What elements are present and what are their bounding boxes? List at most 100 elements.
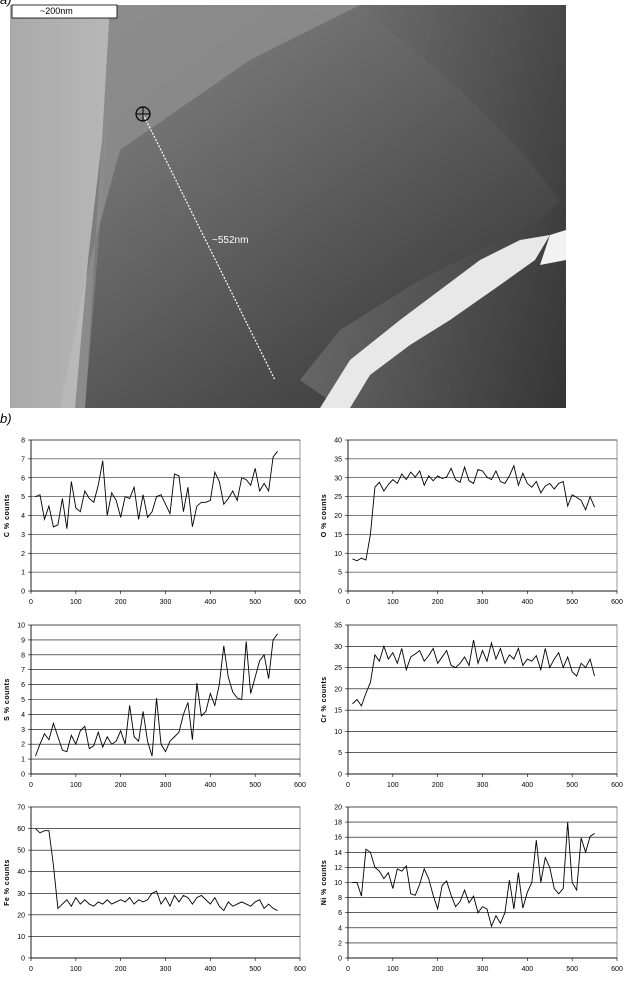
x-tick-label: 400	[521, 782, 533, 789]
bright-streak-end	[540, 230, 566, 265]
x-tick-label: 0	[29, 966, 33, 973]
x-tick-label: 200	[432, 599, 444, 606]
data-line	[35, 828, 278, 912]
y-tick-label: 15	[334, 708, 342, 715]
x-tick-label: 200	[115, 599, 127, 606]
x-tick-label: 200	[115, 782, 127, 789]
upper-region	[60, 5, 360, 408]
line-chart: 0 1 2 3 4 5 6 7 8 0 100 200 300 400 500 600 C % counts	[4, 438, 306, 607]
y-tick-label: 4	[338, 925, 342, 932]
oxide-film	[300, 5, 566, 408]
y-tick-label: 7	[21, 667, 25, 674]
bright-edge	[10, 5, 110, 408]
y-tick-label: 50	[17, 848, 25, 855]
x-tick-label: 500	[566, 966, 578, 973]
y-tick-label: 20	[334, 805, 342, 812]
y-tick-label: 20	[334, 513, 342, 520]
y-tick-label: 14	[334, 850, 342, 857]
y-tick-label: 10	[334, 551, 342, 558]
y-tick-label: 3	[21, 532, 25, 539]
y-tick-label: 12	[334, 865, 342, 872]
y-tick-label: 9	[21, 637, 25, 644]
x-tick-label: 0	[29, 782, 33, 789]
plot-area	[30, 806, 301, 959]
y-tick-label: 6	[21, 475, 25, 482]
x-tick-label: 0	[346, 782, 350, 789]
x-tick-label: 0	[29, 599, 33, 606]
y-axis-label: Fe % counts	[4, 859, 11, 906]
x-tick-label: 400	[204, 782, 216, 789]
x-tick-label: 300	[160, 599, 172, 606]
x-tick-label: 200	[432, 966, 444, 973]
y-tick-label: 7	[21, 456, 25, 463]
y-tick-label: 40	[17, 869, 25, 876]
bright-streak	[320, 235, 550, 408]
y-axis-label: O % counts	[321, 494, 328, 538]
x-tick-label: 500	[249, 599, 261, 606]
data-line	[35, 451, 278, 529]
y-tick-label: 1	[21, 757, 25, 764]
y-tick-label: 25	[334, 665, 342, 672]
y-tick-label: 8	[21, 438, 25, 445]
y-tick-label: 35	[334, 623, 342, 630]
panel-a-label: a)	[0, 0, 12, 7]
x-tick-label: 600	[294, 966, 306, 973]
y-axis-label: S % counts	[4, 678, 11, 721]
x-tick-label: 200	[432, 782, 444, 789]
x-tick-label: 500	[566, 599, 578, 606]
x-tick-label: 600	[611, 782, 623, 789]
y-tick-label: 0	[21, 956, 25, 963]
y-tick-label: 0	[338, 589, 342, 596]
y-tick-label: 6	[21, 682, 25, 689]
data-line	[352, 464, 595, 562]
y-tick-label: 4	[21, 513, 25, 520]
x-tick-label: 100	[387, 782, 399, 789]
x-tick-label: 500	[249, 782, 261, 789]
y-tick-label: 0	[338, 772, 342, 779]
x-tick-label: 600	[294, 782, 306, 789]
plot-area	[347, 624, 618, 775]
y-tick-label: 30	[334, 644, 342, 651]
y-tick-label: 0	[21, 772, 25, 779]
y-tick-label: 6	[338, 910, 342, 917]
x-tick-label: 300	[160, 782, 172, 789]
x-tick-label: 400	[521, 966, 533, 973]
y-tick-label: 30	[334, 475, 342, 482]
y-tick-label: 10	[334, 729, 342, 736]
y-tick-label: 2	[338, 940, 342, 947]
micrograph: ~200nm ~552nm	[10, 4, 566, 408]
data-line	[352, 639, 596, 707]
y-tick-label: 2	[21, 742, 25, 749]
y-tick-label: 5	[21, 494, 25, 501]
y-tick-label: 16	[334, 835, 342, 842]
x-tick-label: 500	[566, 782, 578, 789]
x-tick-label: 500	[249, 966, 261, 973]
x-tick-label: 600	[294, 599, 306, 606]
scale-bar-label: ~200nm	[40, 6, 73, 16]
y-tick-label: 60	[17, 826, 25, 833]
y-axis-label: Ni % counts	[321, 860, 328, 906]
y-tick-label: 5	[338, 750, 342, 757]
x-tick-label: 300	[477, 599, 489, 606]
y-tick-label: 10	[17, 623, 25, 630]
x-tick-label: 300	[477, 782, 489, 789]
scale-bar-box	[11, 4, 118, 19]
x-tick-label: 100	[70, 782, 82, 789]
y-tick-label: 70	[17, 805, 25, 812]
y-tick-label: 0	[338, 956, 342, 963]
y-tick-label: 25	[334, 494, 342, 501]
y-tick-label: 30	[17, 891, 25, 898]
linescan-length-label: ~552nm	[212, 235, 248, 246]
x-tick-label: 300	[477, 966, 489, 973]
y-tick-label: 5	[21, 697, 25, 704]
y-tick-label: 8	[338, 895, 342, 902]
y-tick-label: 18	[334, 820, 342, 827]
line-chart: 0 5 10 15 20 25 30 35 0 100 200 300 400 500 600 Cr % co…	[321, 623, 623, 790]
y-tick-label: 20	[334, 686, 342, 693]
panel-b-label: b)	[0, 411, 12, 426]
y-tick-label: 40	[334, 438, 342, 445]
y-tick-label: 35	[334, 456, 342, 463]
